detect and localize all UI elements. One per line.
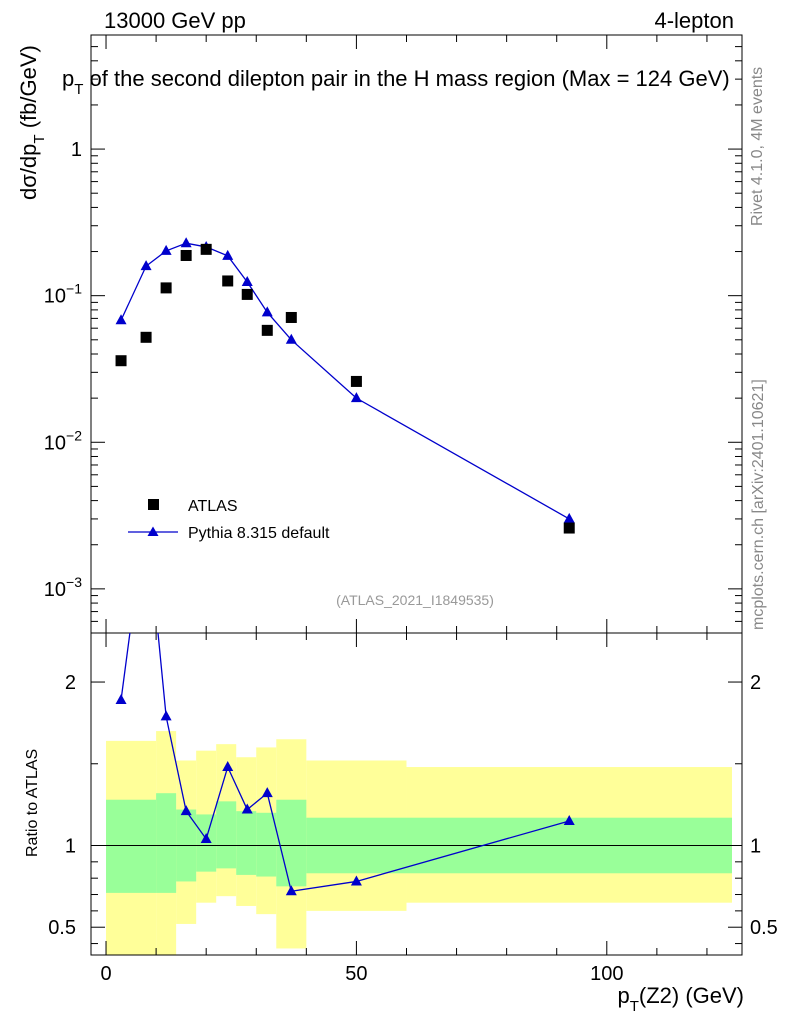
axis-tick-labels: 0 50 100 10−3 10−2 10−1 1 0.5 0.5 1 1 2 2	[44, 139, 778, 985]
atlas-point	[563, 522, 575, 534]
ratio-y-axis-label: Ratio to ATLAS	[24, 749, 41, 857]
atlas-point	[285, 311, 297, 323]
ratio-plot-frame	[90, 632, 743, 956]
ratio-point	[180, 805, 192, 816]
ratio-tick-label-left: 1	[65, 835, 76, 857]
main-series	[115, 237, 575, 534]
pythia-point	[241, 275, 253, 286]
pythia-point	[563, 512, 575, 523]
inner-band-bin	[196, 814, 217, 872]
inner-band-bin	[216, 801, 237, 869]
atlas-point	[180, 249, 192, 261]
atlas-point	[115, 355, 127, 367]
legend-pythia-marker	[147, 526, 159, 536]
ratio-point	[115, 694, 127, 705]
ratio-uncertainty-bands	[91, 731, 742, 955]
plot-title: pT of the second dilepton pair in the H …	[62, 66, 730, 98]
ratio-clipped-group	[115, 633, 575, 896]
ratio-tick-label-right: 1	[750, 835, 761, 857]
atlas-point	[261, 324, 273, 336]
pythia-point	[222, 249, 234, 260]
ratio-tick-label-left: 2	[65, 672, 76, 694]
inner-band-bin	[236, 811, 257, 875]
energy-label: 13000 GeV pp	[104, 8, 246, 33]
ratio-tick-label-left: 0.5	[48, 917, 76, 939]
inner-band-bin	[106, 799, 157, 893]
ratio-point	[241, 803, 253, 814]
atlas-point	[350, 375, 362, 387]
atlas-point	[160, 282, 172, 294]
atlas-point	[140, 331, 152, 343]
main-plot-frame	[90, 34, 743, 634]
y-tick-label: 1	[71, 139, 82, 161]
ratio-point	[200, 832, 212, 843]
inner-band-bin	[256, 812, 277, 877]
atlas-point	[241, 288, 253, 300]
y-tick-label: 10−3	[44, 574, 82, 601]
x-axis-label: pT(Z2) (GeV)	[617, 983, 744, 1015]
pythia-line	[120, 242, 570, 520]
pythia-point	[261, 306, 273, 317]
legend: ATLAS Pythia 8.315 default	[128, 498, 330, 542]
pythia-point	[160, 244, 172, 255]
pythia-point	[180, 237, 192, 248]
x-tick-label: 50	[345, 963, 367, 985]
analysis-id: (ATLAS_2021_I1849535)	[336, 592, 494, 608]
ratio-point	[350, 875, 362, 886]
pythia-point	[350, 392, 362, 403]
channel-label: 4-lepton	[654, 8, 734, 33]
legend-atlas-marker	[148, 499, 159, 510]
rivet-label: Rivet 4.1.0, 4M events	[749, 67, 766, 226]
inner-band-bin	[156, 793, 177, 893]
y-tick-label: 10−2	[44, 427, 82, 454]
ratio-point	[160, 710, 172, 721]
pythia-point	[140, 260, 152, 271]
ratio-point	[261, 787, 273, 798]
atlas-point	[222, 275, 234, 287]
ratio-point	[222, 761, 234, 772]
axis-ticks	[91, 34, 742, 955]
y-tick-label: 10−1	[44, 281, 82, 308]
atlas-point	[200, 243, 212, 255]
ratio-point	[285, 885, 297, 896]
legend-atlas-label: ATLAS	[188, 498, 238, 515]
y-axis-label: dσ/dpT (fb/GeV)	[16, 45, 48, 200]
mcplots-label: mcplots.cern.ch [arXiv:2401.10621]	[750, 379, 767, 630]
inner-band-bin	[276, 799, 307, 887]
ratio-series	[115, 633, 575, 896]
pythia-point	[115, 314, 127, 325]
pythia-point	[285, 333, 297, 344]
ratio-tick-label-right: 2	[750, 672, 761, 694]
x-tick-label: 100	[590, 963, 623, 985]
ratio-tick-label-right: 0.5	[750, 917, 778, 939]
x-tick-label: 0	[100, 963, 111, 985]
legend-pythia-label: Pythia 8.315 default	[188, 525, 330, 542]
ratio-point	[563, 814, 575, 825]
